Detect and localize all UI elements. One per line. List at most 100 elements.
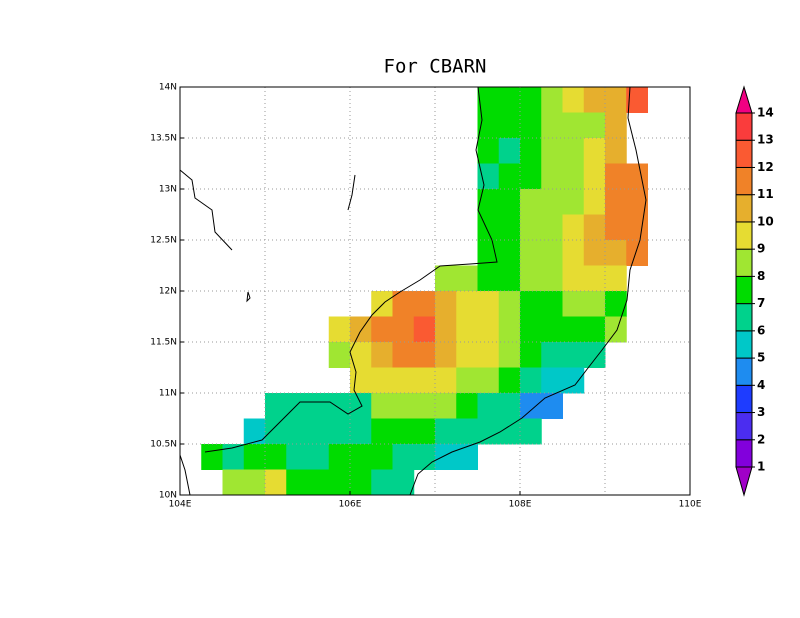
grid-cell xyxy=(392,393,415,419)
grid-cell xyxy=(626,214,648,241)
grid-cell xyxy=(605,265,627,292)
grid-cell xyxy=(477,342,500,368)
grid-cell xyxy=(477,138,500,164)
grid-cell xyxy=(626,163,648,190)
grid-cell xyxy=(286,469,308,496)
colorbar-label: 10 xyxy=(757,214,774,228)
grid-cell xyxy=(520,240,542,266)
grid-cell xyxy=(265,469,287,496)
grid-cell xyxy=(583,112,606,139)
colorbar-label: 8 xyxy=(757,269,765,283)
grid-cell xyxy=(328,444,351,470)
grid-cell xyxy=(520,265,542,292)
grid-cell xyxy=(541,291,563,317)
grid-cell xyxy=(392,444,415,470)
grid-cell xyxy=(562,367,585,394)
grid-cell xyxy=(477,316,500,343)
grid-cell xyxy=(626,240,648,266)
colorbar-box xyxy=(735,303,753,332)
grid-cell xyxy=(413,393,436,419)
colorbar-label: 7 xyxy=(757,296,765,310)
grid-cell xyxy=(583,316,606,343)
grid-cell xyxy=(541,214,563,241)
grid-cell xyxy=(605,112,627,139)
grid-cell xyxy=(562,316,585,343)
grid-cell xyxy=(477,189,500,215)
grid-cell xyxy=(435,265,457,292)
colorbar-box xyxy=(735,166,753,196)
grid-cell xyxy=(392,469,415,496)
grid-cell xyxy=(371,393,393,419)
grid-cell xyxy=(498,138,521,164)
grid-cell xyxy=(605,214,627,241)
colorbar-label: 4 xyxy=(757,378,765,392)
grid-cell xyxy=(477,87,500,113)
grid-cell xyxy=(456,342,478,368)
grid-cell xyxy=(201,444,223,470)
grid-cell xyxy=(328,469,351,496)
grid-cell xyxy=(541,265,563,292)
grid-cell xyxy=(392,316,415,343)
grid-cell xyxy=(371,444,393,470)
grid-cell xyxy=(456,444,478,470)
grid-cell xyxy=(583,138,606,164)
grid-cell xyxy=(562,265,585,292)
grid-cell xyxy=(583,189,606,215)
grid-cell xyxy=(626,87,648,113)
grid-cell xyxy=(562,291,585,317)
colorbar-label: 1 xyxy=(757,460,765,474)
grid-cell xyxy=(583,87,606,113)
grid-cell xyxy=(371,469,393,496)
grid-cell xyxy=(413,342,436,368)
colorbar-box xyxy=(735,194,753,223)
colorbar-box xyxy=(735,439,753,468)
x-tick-label: 108E xyxy=(509,500,532,510)
coastline xyxy=(179,86,647,496)
y-tick-label: 10N xyxy=(159,491,177,501)
grid-cell xyxy=(456,291,478,317)
grid-cell xyxy=(350,367,372,394)
grid-cell xyxy=(498,112,521,139)
grid-cell xyxy=(562,163,585,190)
grid-cell xyxy=(541,112,563,139)
grid-cell xyxy=(350,342,372,368)
grid-cell xyxy=(477,112,500,139)
colorbar-box xyxy=(735,330,753,359)
colorbar-bottom xyxy=(735,466,753,497)
colorbar-label: 12 xyxy=(757,160,774,174)
x-tick-label: 104E xyxy=(169,500,192,510)
colorbar-label: 9 xyxy=(757,242,765,256)
island xyxy=(347,174,356,211)
y-tick-label: 13N xyxy=(159,185,177,195)
grid-cell xyxy=(435,367,457,394)
grid-cell xyxy=(498,291,521,317)
grid-cell xyxy=(520,87,542,113)
y-tick-label: 12N xyxy=(159,287,177,297)
grid-cell xyxy=(520,393,542,419)
grid-cell xyxy=(371,316,393,343)
grid-cell xyxy=(350,393,372,419)
grid-cell xyxy=(307,418,330,445)
grid-cell xyxy=(477,418,500,445)
grid-cell xyxy=(456,316,478,343)
grid-cell xyxy=(520,189,542,215)
grid-cell xyxy=(520,112,542,139)
grid-cell xyxy=(583,342,606,368)
y-tick-label: 12.5N xyxy=(150,236,177,246)
colorbar-box xyxy=(735,221,753,250)
colorbar-label: 13 xyxy=(757,133,774,147)
island xyxy=(246,291,251,303)
grid-cell xyxy=(541,342,563,368)
grid-cell xyxy=(477,265,500,292)
grid-cell xyxy=(350,444,372,470)
grid-cell xyxy=(392,418,415,445)
grid-cell xyxy=(541,138,563,164)
grid-cell xyxy=(307,393,330,419)
colorbar-label: 6 xyxy=(757,323,765,337)
grid-cell xyxy=(477,163,500,190)
y-tick-label: 10.5N xyxy=(150,440,177,450)
colorbar-label: 2 xyxy=(757,432,765,446)
coastline-south xyxy=(409,86,647,496)
grid-cell xyxy=(435,418,457,445)
grid-cell xyxy=(541,189,563,215)
